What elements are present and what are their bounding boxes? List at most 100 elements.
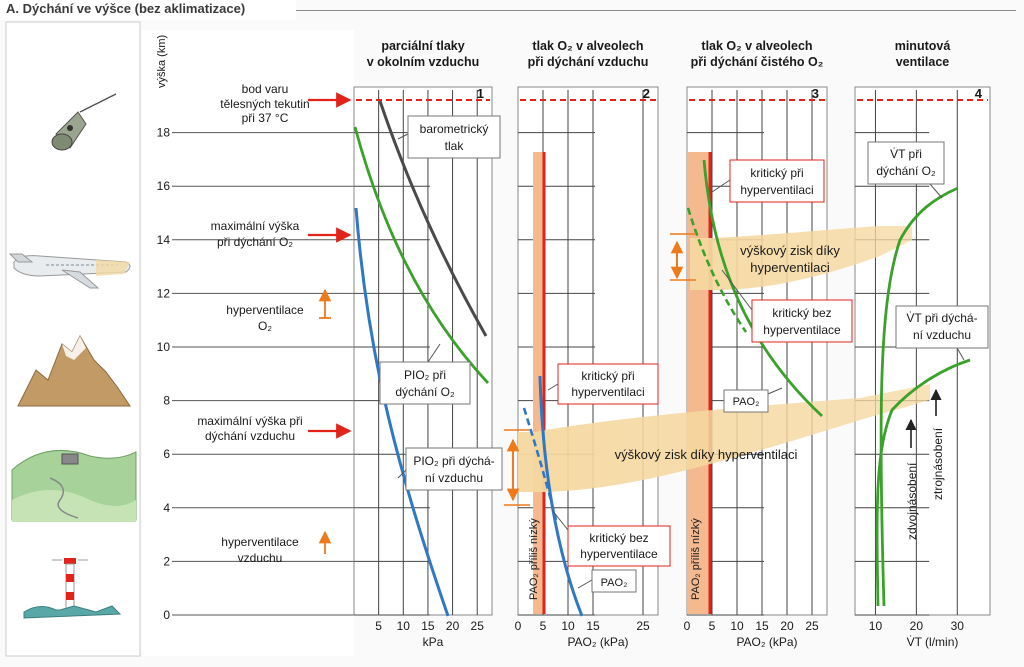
y-tick-label: 2 [163,554,170,568]
p3-critical-hyper-line1: kritický při [750,166,803,180]
hyper-air-label-line1: hyperventilace [221,535,299,549]
hyperventilation-air-label: hyperventilace vzduchu [221,530,332,565]
mountain-icon [17,334,131,407]
panel-2-x-tick-label: 0 [515,619,522,633]
panel-3-x-tick-label: 25 [805,619,819,633]
vt-air-label-line2: ní vzduchu [913,328,971,342]
pio2-o2-label-line2: dýchání O₂ [395,385,455,399]
vt-o2-label-line2: dýchání O₂ [876,164,936,178]
y-axis-label: výška (km) [156,35,168,88]
panel-2-header-line1: tlak O₂ v alveolech [532,39,643,53]
hyper-o2-label-line2: O₂ [258,319,272,333]
panel-3-x-tick-label: 15 [755,619,769,633]
panel-2-header-line2: při dýchání vzduchu [528,55,649,69]
hyper-air-label-line2: vzduchu [238,551,283,565]
panel-1-number: 1 [477,86,484,101]
panel-1-x-tick-label: 15 [421,619,435,633]
altitude-gain-o2-label-line1: výškový zisk díky [740,243,840,258]
p3-critical-nohyper-line1: kritický bez [772,306,831,320]
p3-critical-hyper-line2: hyperventilaci [740,183,813,197]
panel-3-x-axis-label: PAO₂ (kPa) [736,635,797,649]
p3-too-low-label: PAO₂ příliš nízký [690,518,702,600]
y-tick-label: 10 [157,340,171,354]
y-tick-label: 6 [163,447,170,461]
y-tick-label: 4 [163,501,170,515]
boiling-label-line2: tělesných tekutin [220,97,309,111]
panel-1-x-tick-label: 20 [446,619,460,633]
panel-1: 1 parciální tlaky v okolním vzduchu 5 10 15 20… [353,39,493,649]
p2-pao2-label: PAO₂ [601,577,628,589]
hyperventilation-o2-label: hyperventilace O₂ [226,288,332,333]
panel-4-number: 4 [975,86,983,101]
hill-landscape-icon [11,450,137,522]
p2-critical-hyper-line2: hyperventilaci [571,385,644,399]
panel-4-header-line1: minutová [895,39,951,53]
max-air-label-line2: dýchání vzduchu [205,429,295,443]
panel-3-x-tick-label: 20 [780,619,794,633]
panel-4-x-tick-label: 30 [951,619,965,633]
title-rule [296,10,1016,11]
vt-o2-label-line1: V̇T při [890,147,922,161]
p3-critical-nohyper-callout: kritický bez hyperventilace [721,269,853,343]
panel-4-header-line2: ventilace [896,55,950,69]
max-o2-label-line1: maximální výška [211,219,300,233]
max-air-label-line1: maximální výška při [197,414,302,428]
pio2-o2-curve [353,126,490,384]
triple-label: ztrojnásobení [931,427,945,500]
panel-2-x-tick-label: 15 [586,619,600,633]
y-tick-label: 18 [157,126,171,140]
boiling-label-line3: při 37 °C [242,111,289,125]
y-tick-label: 14 [157,233,171,247]
barometric-label-line1: barometrický [420,122,489,136]
y-tick-label: 12 [157,286,171,300]
y-tick-label: 8 [163,394,170,408]
p3-pao2-callout: PAO₂ [723,387,783,413]
panel-2-x-axis-label: PAO₂ (kPa) [567,635,628,649]
panel-4-x-axis-label: V̇T (l/min) [907,635,959,649]
pio2-air-callout: PIO₂ při dýchá- ní vzduchu [397,447,503,491]
panel-2-x-tick-label: 10 [561,619,575,633]
panel-4-x-tick-label: 20 [910,619,924,633]
y-tick-label: 16 [157,179,171,193]
p2-critical-nohyper-line2: hyperventilace [580,547,658,561]
p3-pao2-label: PAO₂ [733,396,760,408]
page-title: A. Dýchání ve výšce (bez aklimatizace) [6,1,246,16]
altitude-gain-band-air [518,384,930,492]
altitude-gain-o2-label-line2: hyperventilaci [750,260,830,275]
vt-air-label-line1: V̇T při dýchá- [906,311,977,325]
panel-2-x-tick-label: 25 [636,619,650,633]
pio2-o2-label-line1: PIO₂ při [404,368,446,382]
space-capsule-icon [51,93,117,151]
panel-4-x-tick-label: 10 [869,619,883,633]
panel-3-header-line1: tlak O₂ v alveolech [701,39,812,53]
panel-1-x-axis-label: kPa [423,635,444,649]
panel-3-number: 3 [812,86,819,101]
p2-too-low-label: PAO₂ příliš nízký [528,518,540,600]
barometric-pressure-curve [378,100,488,337]
y-axis-ticks: 0 2 4 6 8 10 12 14 16 18 [157,126,354,622]
panel-1-curves [353,100,490,617]
boiling-label-line1: bod varu [242,82,289,96]
panel-1-header-line1: parciální tlaky [381,39,464,53]
boiling-point-label: bod varu tělesných tekutin při 37 °C [220,82,352,125]
label-column [142,30,354,656]
panel-1-x-tick-label: 25 [471,619,485,633]
panel-3-x-tick-label: 10 [730,619,744,633]
barometric-callout: barometrický tlak [397,115,501,159]
panel-3-x-tick-label: 5 [709,619,716,633]
pio2-air-curve [354,207,450,617]
pio2-o2-callout: PIO₂ při dýchání O₂ [379,343,471,405]
p2-critical-hyper-callout: kritický při hyperventilaci [547,363,659,405]
p2-critical-nohyper-line1: kritický bez [589,531,648,545]
altitude-gain-air-label: výškový zisk díky hyperventilaci [615,447,798,462]
p3-too-low-zone [687,152,711,614]
panel-2-number: 2 [643,86,650,101]
max-altitude-air-label: maximální výška při dýchání vzduchu [197,414,352,443]
max-o2-label-line2: při dýchání O₂ [217,235,293,249]
altitude-gain-band-o2 [690,226,912,290]
pio2-air-label-line2: ní vzduchu [425,471,483,485]
max-altitude-o2-label: maximální výška při dýchání O₂ [211,219,352,249]
p2-pao2-callout: PAO₂ [577,569,637,593]
pio2-air-label-line1: PIO₂ při dýchá- [413,454,494,468]
airplane-icon [8,253,131,289]
